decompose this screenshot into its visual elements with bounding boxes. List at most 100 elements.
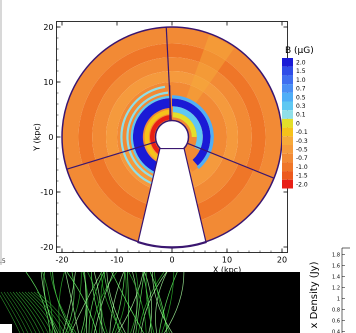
photo-corner-patch [0, 324, 12, 333]
colorbar-label: -0.1 [296, 129, 308, 136]
y-tick-label: 10 [43, 78, 53, 87]
filament-strand [106, 272, 126, 333]
colorbar-swatch [282, 145, 293, 154]
excluded-wedge [137, 147, 207, 249]
colorbar-swatch [282, 162, 293, 172]
sector-west-band [92, 57, 169, 161]
colorbar-swatch [282, 136, 293, 145]
filament-strand [84, 272, 87, 333]
filament-strand [25, 272, 51, 333]
ring-blue-west [132, 97, 179, 177]
colorbar-label: 1.5 [296, 68, 306, 75]
filament-strand [145, 272, 155, 333]
filament-strand [65, 272, 79, 333]
filament-strand [109, 272, 125, 333]
corner-y-tick-label: 1.8 [332, 253, 340, 259]
sector-west-band [78, 43, 168, 165]
y-axis-label: Y (kpc) [33, 123, 42, 152]
filament-strand [58, 272, 65, 333]
colorbar-label: -2.0 [296, 181, 308, 188]
filament-strand-left [3, 291, 29, 333]
axes-layer: -20 -10 0 10 20 -20 -10 0 10 20 X (kpc) Y (kpc) [33, 21, 288, 272]
ring-yellow-east [172, 112, 197, 137]
filament-strand [49, 272, 77, 333]
filament-strand [91, 272, 117, 333]
colorbar-label: 2.0 [296, 60, 306, 67]
filament-strand [65, 272, 75, 333]
filament-strand [153, 272, 170, 333]
colorbar-swatch [282, 110, 293, 119]
colorbar-label: 0.3 [296, 103, 306, 110]
filament-strand-left [21, 291, 53, 333]
corner-y-tick-label: 0.4 [332, 330, 340, 333]
x-tick-label: 20 [277, 256, 287, 265]
ring-yellow [144, 109, 170, 163]
colorbar-label: 1.0 [296, 77, 306, 84]
colorbar-swatch [282, 92, 293, 102]
colorbar-label: -0.5 [296, 147, 308, 154]
sector-east-band [167, 43, 266, 173]
sector-boundary-1 [66, 141, 156, 170]
colorbar-title: B (μG) [285, 46, 314, 56]
filament-strand [161, 272, 175, 333]
magnetic-field-map: -20 -10 0 10 20 -20 -10 0 10 20 X (kpc) Y (kpc) B (… [33, 21, 314, 272]
x-tick-label: -20 [55, 256, 68, 265]
colorbar-label: -0.3 [296, 138, 308, 145]
colorbar-swatch [282, 75, 293, 85]
filament-strand-left [30, 291, 65, 333]
filament-strand [66, 272, 98, 333]
y-tick-label: 0 [48, 133, 53, 142]
filament-strand [164, 272, 185, 333]
filament-strand [140, 272, 167, 333]
corner-y-tick-label: 0.6 [332, 319, 340, 325]
left-panel-tick-label: .5 [0, 258, 6, 265]
left-panel-edge [0, 0, 2, 265]
filament-strand [100, 272, 124, 333]
filament-strand [135, 272, 145, 333]
ring-red-inner [150, 115, 180, 159]
sector-east-band [168, 71, 239, 162]
colorbar-label: -1.5 [296, 173, 308, 180]
filament-strand [100, 272, 108, 333]
colorbar-label: 0.7 [296, 86, 306, 93]
filament-strand [142, 272, 152, 333]
filament-strand [128, 272, 147, 333]
y-tick-label: -10 [40, 188, 53, 197]
filament-strand [62, 272, 76, 333]
y-tick-label: -20 [40, 243, 53, 252]
filament-strand [130, 272, 139, 333]
filament-strand [158, 272, 178, 333]
filament-strand [111, 272, 144, 333]
colorbar-swatch [282, 84, 293, 93]
sector-west-band [62, 27, 168, 170]
colorbar-swatch [282, 127, 293, 137]
x-tick-label: 0 [169, 256, 174, 265]
filament-strand [152, 272, 173, 333]
filament-strand-left [18, 291, 49, 333]
sector-south-band [87, 157, 254, 225]
corner-y-tick-label: 0.8 [332, 308, 340, 314]
filament-strand [117, 272, 144, 333]
filament-strand-left [33, 291, 69, 333]
filament-strand [82, 272, 89, 333]
colorbar-swatch [282, 118, 293, 128]
filament-strand-left [36, 291, 73, 333]
filament-strand [155, 272, 168, 333]
filament-strand-left [6, 291, 33, 333]
filament-strand-left [9, 291, 37, 333]
colorbar-label: 0 [296, 120, 300, 127]
spectral-density-chart: 1.8 1.6 1.4 1.2 1 0.8 0.6 0.4 x Density (Jy) [309, 247, 350, 333]
sector-south-band [66, 162, 274, 247]
colorbar: B (μG) 2.01.5 1.0 0.70.5 0.3 0.10 -0.1 -0.3 -0.5… [282, 46, 314, 189]
ring-blue-east-edge [172, 95, 214, 170]
filament-strand-left [24, 291, 57, 333]
colorbar-label: -0.7 [296, 155, 308, 162]
filament-strand [103, 272, 121, 333]
sector-boundary-0 [165, 27, 172, 121]
colorbar-swatch [282, 179, 293, 189]
filament-strand [93, 272, 114, 333]
colorbar-swatch [282, 66, 293, 76]
corner-y-tick-label: 1.6 [332, 264, 340, 270]
filament-strand [87, 272, 101, 333]
colorbar-label: -1.0 [296, 164, 308, 171]
